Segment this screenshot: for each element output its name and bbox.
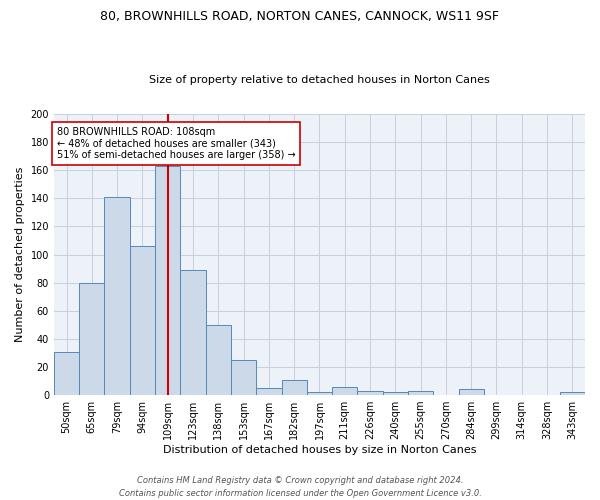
Text: 80 BROWNHILLS ROAD: 108sqm
← 48% of detached houses are smaller (343)
51% of sem: 80 BROWNHILLS ROAD: 108sqm ← 48% of deta… [57, 126, 296, 160]
Bar [408, 391, 433, 395]
X-axis label: Distribution of detached houses by size in Norton Canes: Distribution of detached houses by size … [163, 445, 476, 455]
Bar [231, 360, 256, 395]
Bar [79, 282, 104, 395]
Bar [54, 352, 79, 395]
Bar [332, 386, 358, 395]
Bar [206, 325, 231, 395]
Bar [130, 246, 155, 395]
Text: 80, BROWNHILLS ROAD, NORTON CANES, CANNOCK, WS11 9SF: 80, BROWNHILLS ROAD, NORTON CANES, CANNO… [101, 10, 499, 23]
Bar [281, 380, 307, 395]
Y-axis label: Number of detached properties: Number of detached properties [15, 167, 25, 342]
Text: Contains HM Land Registry data © Crown copyright and database right 2024.
Contai: Contains HM Land Registry data © Crown c… [119, 476, 481, 498]
Bar [560, 392, 585, 395]
Bar [358, 391, 383, 395]
Bar [458, 390, 484, 395]
Bar [181, 270, 206, 395]
Bar [104, 197, 130, 395]
Bar [307, 392, 332, 395]
Bar [155, 166, 181, 395]
Bar [256, 388, 281, 395]
Title: Size of property relative to detached houses in Norton Canes: Size of property relative to detached ho… [149, 76, 490, 86]
Bar [383, 392, 408, 395]
